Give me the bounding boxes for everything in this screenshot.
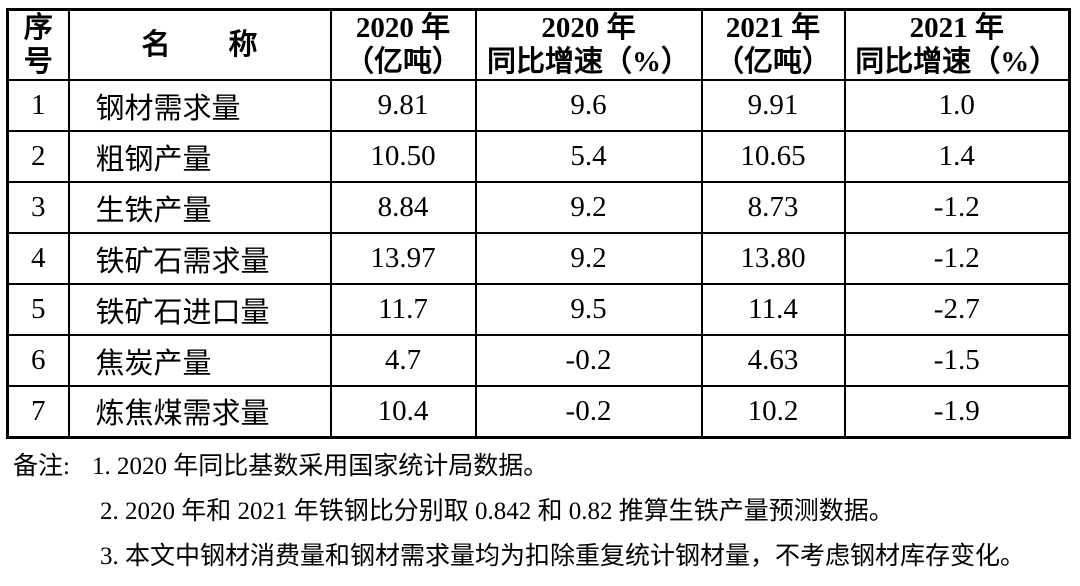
header-2021-volume: 2021 年 （亿吨）	[700, 8, 846, 81]
cell-serial: 3	[6, 181, 70, 234]
header-2021-growth: 2021 年 同比增速（%）	[843, 8, 1071, 81]
footnote-text-3: 3. 本文中钢材消费量和钢材需求量均为扣除重复统计钢材量，不考虑钢材库存变化。	[100, 543, 1026, 570]
cell-2020-volume: 11.7	[329, 283, 477, 336]
cell-2021-growth: -1.5	[843, 334, 1071, 387]
cell-2020-growth: 9.5	[474, 283, 703, 336]
cell-name: 钢材需求量	[67, 79, 332, 132]
table-row: 1 钢材需求量 9.81 9.6 9.91 1.0	[6, 79, 1071, 132]
cell-name: 铁矿石进口量	[67, 283, 332, 336]
table-row: 3 生铁产量 8.84 9.2 8.73 -1.2	[6, 181, 1071, 234]
cell-2021-growth: 1.4	[843, 130, 1071, 183]
cell-2021-volume: 11.4	[700, 283, 846, 336]
cell-2020-growth: 9.2	[474, 232, 703, 285]
cell-2021-volume: 9.91	[700, 79, 846, 132]
table-row: 7 炼焦煤需求量 10.4 -0.2 10.2 -1.9	[6, 385, 1071, 438]
forecast-data-table: 序 号 名 称 2020 年 （亿吨） 2020 年 同比增速（%） 2021 …	[6, 8, 1071, 439]
table-row: 6 焦炭产量 4.7 -0.2 4.63 -1.5	[6, 334, 1071, 387]
notes-label: 备注:	[13, 453, 70, 480]
cell-2021-volume: 10.65	[700, 130, 846, 183]
cell-2020-volume: 8.84	[329, 181, 477, 234]
cell-2021-growth: -2.7	[843, 283, 1071, 336]
cell-2020-growth: 9.6	[474, 79, 703, 132]
footnote-line-1: 备注: 1. 2020 年同比基数采用国家统计局数据。	[13, 444, 1080, 489]
cell-name: 粗钢产量	[67, 130, 332, 183]
cell-2021-volume: 13.80	[700, 232, 846, 285]
cell-serial: 7	[6, 385, 70, 438]
cell-name: 生铁产量	[67, 181, 332, 234]
cell-2020-volume: 10.4	[329, 385, 477, 438]
cell-2020-volume: 9.81	[329, 79, 477, 132]
cell-2020-growth: 5.4	[474, 130, 703, 183]
cell-serial: 4	[6, 232, 70, 285]
cell-2021-growth: -1.2	[843, 232, 1071, 285]
cell-2021-volume: 10.2	[700, 385, 846, 438]
table-row: 4 铁矿石需求量 13.97 9.2 13.80 -1.2	[6, 232, 1071, 285]
cell-2020-volume: 10.50	[329, 130, 477, 183]
header-serial-number: 序 号	[6, 8, 70, 81]
footnotes: 备注: 1. 2020 年同比基数采用国家统计局数据。 2. 2020 年和 2…	[13, 444, 1080, 579]
footnote-text-2: 2. 2020 年和 2021 年铁钢比分别取 0.842 和 0.82 推算生…	[100, 498, 894, 525]
footnote-text-1: 1. 2020 年同比基数采用国家统计局数据。	[91, 453, 549, 480]
cell-2020-growth: 9.2	[474, 181, 703, 234]
footnote-line-3: 3. 本文中钢材消费量和钢材需求量均为扣除重复统计钢材量，不考虑钢材库存变化。	[13, 534, 1080, 579]
cell-serial: 5	[6, 283, 70, 336]
cell-2020-growth: -0.2	[474, 385, 703, 438]
cell-serial: 1	[6, 79, 70, 132]
table-row: 2 粗钢产量 10.50 5.4 10.65 1.4	[6, 130, 1071, 183]
cell-2021-volume: 8.73	[700, 181, 846, 234]
footnote-line-2: 2. 2020 年和 2021 年铁钢比分别取 0.842 和 0.82 推算生…	[13, 489, 1080, 534]
cell-2021-volume: 4.63	[700, 334, 846, 387]
table-row: 5 铁矿石进口量 11.7 9.5 11.4 -2.7	[6, 283, 1071, 336]
cell-2021-growth: -1.9	[843, 385, 1071, 438]
cell-name: 铁矿石需求量	[67, 232, 332, 285]
cell-name: 焦炭产量	[67, 334, 332, 387]
cell-2021-growth: 1.0	[843, 79, 1071, 132]
cell-2020-volume: 4.7	[329, 334, 477, 387]
header-2020-volume: 2020 年 （亿吨）	[329, 8, 477, 81]
header-name: 名 称	[67, 8, 332, 81]
cell-2020-volume: 13.97	[329, 232, 477, 285]
table-header-row: 序 号 名 称 2020 年 （亿吨） 2020 年 同比增速（%） 2021 …	[6, 8, 1071, 81]
cell-2021-growth: -1.2	[843, 181, 1071, 234]
cell-serial: 6	[6, 334, 70, 387]
cell-2020-growth: -0.2	[474, 334, 703, 387]
cell-name: 炼焦煤需求量	[67, 385, 332, 438]
cell-serial: 2	[6, 130, 70, 183]
header-2020-growth: 2020 年 同比增速（%）	[474, 8, 703, 81]
